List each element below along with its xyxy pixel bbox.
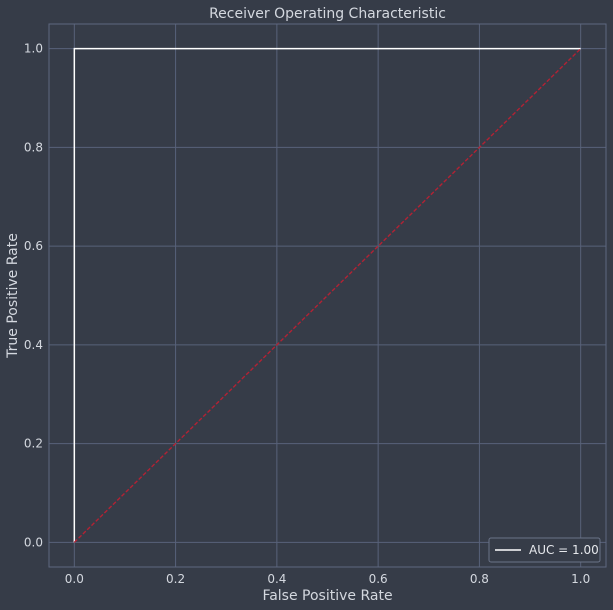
y-tick-label: 1.0 [24, 42, 43, 56]
y-tick-label: 0.8 [24, 140, 43, 154]
legend: AUC = 1.00 [488, 537, 601, 563]
x-axis-title: False Positive Rate [262, 588, 392, 604]
legend-box [488, 537, 601, 563]
x-tick-label: 0.2 [166, 572, 185, 586]
y-tick-label: 0.4 [24, 338, 43, 352]
chance-diagonal [73, 48, 582, 543]
legend-label-auc: AUC = 1.00 [529, 543, 599, 557]
roc-curve [73, 47, 581, 543]
x-tick-label: 0.6 [369, 572, 388, 586]
series-layer [73, 47, 582, 543]
x-tick-label: 0.4 [267, 572, 286, 586]
y-axis-title: True Positive Rate [5, 233, 21, 359]
x-tick-label: 1.0 [571, 572, 590, 586]
x-tick-label: 0.0 [65, 572, 84, 586]
x-tick-label: 0.8 [470, 572, 489, 586]
y-tick-label: 0.6 [24, 239, 43, 253]
plot-frame [48, 23, 607, 568]
tick-labels: 0.0 0.2 0.4 0.6 0.8 1.0 0.0 0.2 0.4 0.6 0.8 1.0 [24, 42, 590, 586]
y-tick-label: 0.2 [24, 437, 43, 451]
chart-title: Receiver Operating Characteristic [209, 6, 446, 22]
y-tick-label: 0.0 [24, 535, 43, 549]
